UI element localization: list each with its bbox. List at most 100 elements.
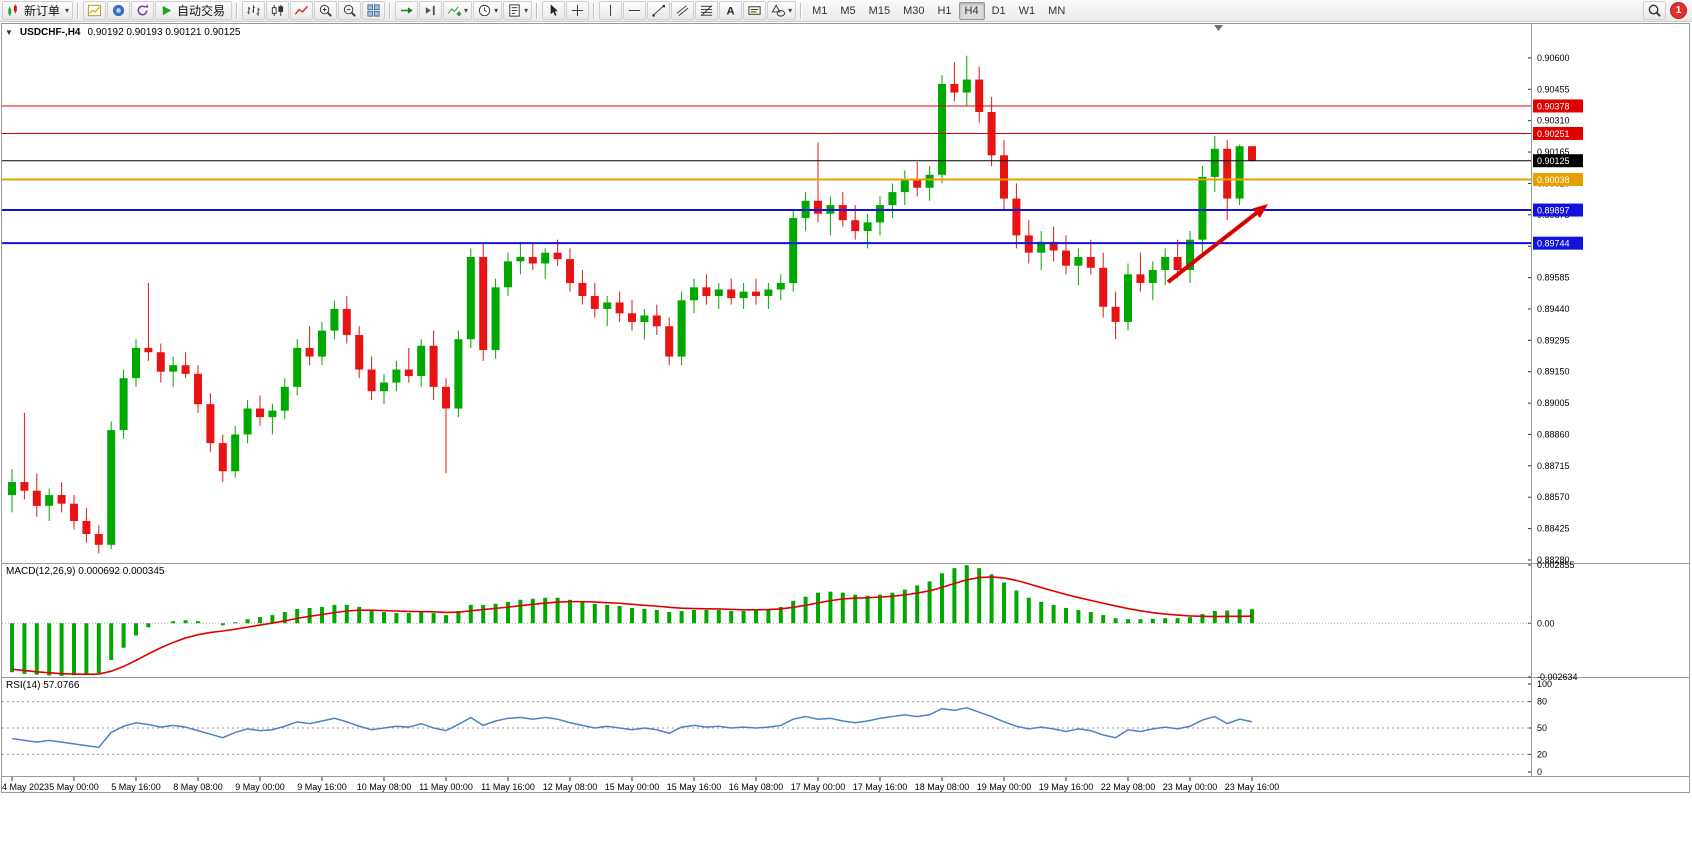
price-tag-0.90038: 0.90038: [1533, 173, 1583, 187]
timeframe-mn-button[interactable]: MN: [1048, 4, 1066, 17]
text-button[interactable]: A: [719, 1, 743, 20]
channel-button[interactable]: [671, 1, 695, 20]
toolbar-separator: [536, 2, 539, 19]
macd-label: MACD(12,26,9) 0.000692 0.000345: [6, 566, 164, 577]
chart-window-border: [1, 23, 1690, 793]
tile-windows-button[interactable]: [362, 1, 386, 20]
new-order-icon: [8, 4, 17, 17]
svg-text:0.88425: 0.88425: [1537, 524, 1570, 534]
toolbar: 新订单 ▾ 自动交易 ▾ ▾ ▾ A ▾ M1 M5 M15 M30 H1 H4 D1 W1 MN 1: [0, 0, 1692, 22]
svg-text:0.89295: 0.89295: [1537, 335, 1570, 345]
svg-text:0.002855: 0.002855: [1537, 560, 1575, 570]
text-icon: A: [727, 6, 735, 18]
svg-text:0.89150: 0.89150: [1537, 367, 1570, 377]
new-order-button[interactable]: 新订单 ▾: [2, 1, 74, 20]
timeframe-w1-button[interactable]: W1: [1018, 4, 1036, 17]
svg-text:-0.002634: -0.002634: [1537, 672, 1578, 682]
price-tag-0.89897: 0.89897: [1533, 203, 1583, 217]
svg-text:0.89897: 0.89897: [1537, 206, 1570, 216]
refresh-icon: [137, 4, 148, 16]
search-button[interactable]: [1643, 1, 1666, 20]
svg-text:12 May 08:00: 12 May 08:00: [543, 782, 598, 792]
svg-text:0.89005: 0.89005: [1537, 398, 1570, 408]
shapes-button[interactable]: ▾: [767, 1, 797, 20]
horizontal-line-button[interactable]: [623, 1, 647, 20]
macd-pane: [2, 565, 1531, 676]
timeframe-d1-button[interactable]: D1: [991, 4, 1006, 17]
auto-scroll-icon: [400, 7, 413, 14]
toolbar-right: 1: [1643, 1, 1687, 20]
svg-text:9 May 16:00: 9 May 16:00: [297, 782, 347, 792]
auto-trading-icon: [162, 5, 172, 16]
timeframe-m1-button[interactable]: M1: [812, 4, 828, 17]
bar-chart-button[interactable]: [242, 1, 266, 20]
svg-text:5 May 16:00: 5 May 16:00: [111, 782, 161, 792]
ohlc-values: 0.90192 0.90193 0.90121 0.90125: [87, 27, 241, 38]
cursor-icon: [550, 4, 558, 16]
svg-text:0.90378: 0.90378: [1537, 101, 1570, 111]
svg-text:0.88280: 0.88280: [1537, 555, 1570, 565]
zoom-out-icon: [343, 4, 356, 17]
line-chart-button[interactable]: [290, 1, 314, 20]
indicators-button[interactable]: ▾: [443, 1, 473, 20]
search-icon: [1648, 4, 1661, 17]
templates-button[interactable]: ▾: [503, 1, 533, 20]
notification-badge[interactable]: 1: [1670, 2, 1687, 19]
rsi-title: RSI(14): [6, 680, 41, 691]
auto-scroll-button[interactable]: [395, 1, 419, 20]
svg-text:20: 20: [1537, 749, 1547, 759]
svg-text:0.90038: 0.90038: [1537, 175, 1570, 185]
timeframe-h1-button[interactable]: H1: [937, 4, 952, 17]
crosshair-button[interactable]: [566, 1, 590, 20]
timeframe-h4-button[interactable]: H4: [958, 1, 985, 20]
trend-arrow-annotation[interactable]: [1166, 204, 1268, 284]
toolbar-separator: [236, 2, 239, 19]
zoom-out-button[interactable]: [338, 1, 362, 20]
toolbar-separator: [800, 2, 803, 19]
svg-text:0.00: 0.00: [1537, 618, 1555, 628]
text-label-button[interactable]: [743, 1, 767, 20]
periods-button[interactable]: ▾: [473, 1, 503, 20]
toolbar-separator: [77, 2, 80, 19]
svg-text:5 May 00:00: 5 May 00:00: [49, 782, 99, 792]
price-axis[interactable]: 0.906000.904550.903100.901650.900200.898…: [1528, 53, 1578, 777]
svg-text:0.90455: 0.90455: [1537, 84, 1570, 94]
vertical-line-button[interactable]: [599, 1, 623, 20]
svg-text:9 May 00:00: 9 May 00:00: [235, 782, 285, 792]
cursor-button[interactable]: [542, 1, 566, 20]
chart-shift-button[interactable]: [419, 1, 443, 20]
zoom-in-icon: [319, 4, 332, 17]
timeframe-m30-button[interactable]: M30: [903, 4, 925, 17]
timeframe-m5-button[interactable]: M5: [840, 4, 856, 17]
line-chart-icon: [294, 5, 309, 15]
new-chart-button[interactable]: [83, 1, 107, 20]
svg-text:0.90165: 0.90165: [1537, 147, 1570, 157]
candles-layer: [8, 55, 1256, 554]
trendline-button[interactable]: [647, 1, 671, 20]
svg-text:22 May 08:00: 22 May 08:00: [1101, 782, 1156, 792]
bar-chart-icon: [247, 5, 260, 16]
tile-windows-icon: [367, 4, 380, 17]
crosshair-icon: [571, 4, 584, 17]
fibonacci-button[interactable]: [695, 1, 719, 20]
chart-shift-marker[interactable]: [1214, 25, 1223, 31]
macd-title: MACD(12,26,9): [6, 566, 76, 577]
shapes-icon: [771, 4, 786, 17]
channel-icon: [676, 5, 689, 17]
refresh-button[interactable]: [131, 1, 155, 20]
symbol-period-label: USDCHF-,H4: [19, 27, 81, 38]
profiles-button[interactable]: [107, 1, 131, 20]
rsi-value: 57.0766: [43, 680, 80, 691]
candlestick-chart-button[interactable]: [266, 1, 290, 20]
clock-icon: [478, 4, 491, 17]
collapse-arrow-icon[interactable]: ▼: [5, 28, 13, 37]
label-icon: [748, 6, 761, 15]
time-axis[interactable]: 4 May 2023 5 May 00:00 5 May 16:00 8 May 08…: [2, 777, 1279, 792]
svg-text:A: A: [727, 6, 735, 18]
template-icon: [509, 4, 520, 17]
auto-trading-button[interactable]: 自动交易: [155, 1, 233, 20]
rsi-pane: [2, 701, 1531, 755]
timeframe-m15-button[interactable]: M15: [868, 4, 891, 17]
zoom-in-button[interactable]: [314, 1, 338, 20]
